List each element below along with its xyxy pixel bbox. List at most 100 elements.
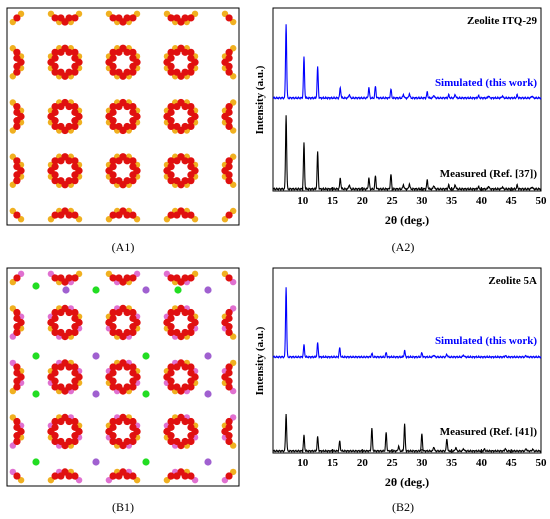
oxygen-atom	[123, 417, 131, 426]
oxygen-atom	[187, 122, 195, 131]
oxygen-atom	[187, 62, 195, 70]
oxygen-atom	[129, 363, 137, 371]
oxygen-atom	[57, 68, 65, 76]
a2-title: Zeolite ITQ-29	[467, 15, 537, 27]
x-tick-label: 20	[357, 457, 369, 469]
series-line-measured	[272, 115, 542, 192]
oxygen-atom	[71, 274, 79, 282]
oxygen-atom	[225, 423, 233, 431]
oxygen-atom	[115, 14, 123, 22]
oxygen-atom	[167, 437, 175, 446]
oxygen-atom	[109, 437, 117, 446]
oxygen-atom	[187, 274, 195, 282]
oxygen-atom	[187, 383, 195, 391]
calcium-cation	[142, 458, 150, 466]
oxygen-atom	[109, 383, 117, 391]
oxygen-atom	[65, 363, 73, 371]
oxygen-atom	[13, 308, 21, 317]
oxygen-atom	[51, 383, 59, 391]
oxygen-atom	[225, 157, 233, 165]
oxygen-atom	[51, 274, 59, 282]
oxygen-atom	[13, 328, 21, 337]
oxygen-atom	[225, 14, 233, 22]
oxygen-atom	[181, 102, 189, 111]
sodium-cation	[62, 286, 70, 294]
oxygen-atom	[167, 108, 175, 116]
x-tick-label: 25	[387, 195, 399, 207]
oxygen-atom	[57, 437, 65, 446]
oxygen-atom	[51, 308, 59, 317]
oxygen-atom	[109, 48, 117, 56]
oxygen-atom	[51, 14, 59, 22]
oxygen-atom	[65, 157, 73, 165]
oxygen-atom	[51, 122, 59, 131]
oxygen-atom	[65, 308, 73, 317]
oxygen-atom	[167, 211, 175, 219]
oxygen-atom	[13, 323, 21, 331]
x-tick-label: 50	[536, 195, 548, 207]
oxygen-atom	[129, 274, 137, 282]
b2-ylabel: Intensity (a.u.)	[254, 326, 266, 395]
oxygen-atom	[187, 102, 195, 111]
oxygen-atom	[13, 171, 21, 179]
oxygen-atom	[51, 437, 59, 446]
oxygen-atom	[123, 157, 131, 165]
oxygen-atom	[187, 48, 195, 56]
oxygen-atom	[181, 308, 189, 317]
oxygen-atom	[115, 68, 123, 76]
oxygen-atom	[71, 417, 79, 426]
oxygen-atom	[129, 14, 137, 22]
oxygen-atom	[173, 68, 181, 76]
calcium-cation	[32, 352, 40, 360]
a2-legend-simulated: Simulated (this work)	[435, 77, 537, 89]
oxygen-atom	[225, 472, 233, 480]
oxygen-atom	[57, 122, 65, 131]
oxygen-atom	[167, 68, 175, 76]
oxygen-atom	[71, 171, 79, 179]
oxygen-atom	[129, 323, 137, 331]
oxygen-atom	[109, 423, 117, 431]
oxygen-atom	[187, 68, 195, 76]
b2-legend-simulated: Simulated (this work)	[435, 335, 537, 347]
x-tick-label: 40	[476, 457, 488, 469]
b2-series-lines	[272, 287, 542, 453]
oxygen-atom	[115, 437, 123, 446]
oxygen-atom	[57, 328, 65, 337]
oxygen-atom	[225, 108, 233, 116]
caption-b1: (B1)	[112, 500, 134, 514]
oxygen-atom	[123, 472, 131, 480]
oxygen-atom	[13, 62, 21, 70]
oxygen-atom	[225, 437, 233, 446]
oxygen-atom	[181, 472, 189, 480]
oxygen-atom	[71, 363, 79, 371]
sodium-cation	[92, 352, 100, 360]
oxygen-atom	[129, 177, 137, 185]
oxygen-atom	[225, 383, 233, 391]
panel-a1-structure	[6, 7, 240, 226]
sodium-cation	[204, 286, 212, 294]
oxygen-atom	[181, 211, 189, 219]
oxygen-atom	[167, 383, 175, 391]
x-tick-label: 30	[416, 195, 428, 207]
oxygen-atom	[225, 314, 233, 322]
oxygen-atom	[71, 383, 79, 391]
a1-framework-atoms	[9, 10, 237, 223]
oxygen-atom	[57, 14, 65, 22]
oxygen-atom	[167, 308, 175, 317]
b1-framework-atoms	[9, 270, 237, 484]
oxygen-atom	[71, 323, 79, 331]
oxygen-atom	[167, 417, 175, 426]
oxygen-atom	[129, 437, 137, 446]
oxygen-atom	[109, 314, 117, 322]
oxygen-atom	[51, 472, 59, 480]
x-tick-label: 20	[357, 195, 369, 207]
oxygen-atom	[71, 62, 79, 70]
oxygen-atom	[173, 437, 181, 446]
oxygen-atom	[173, 383, 181, 391]
oxygen-atom	[109, 122, 117, 131]
b1-cations	[32, 282, 212, 466]
sodium-cation	[204, 352, 212, 360]
oxygen-atom	[13, 177, 21, 185]
x-tick-label: 40	[476, 195, 488, 207]
